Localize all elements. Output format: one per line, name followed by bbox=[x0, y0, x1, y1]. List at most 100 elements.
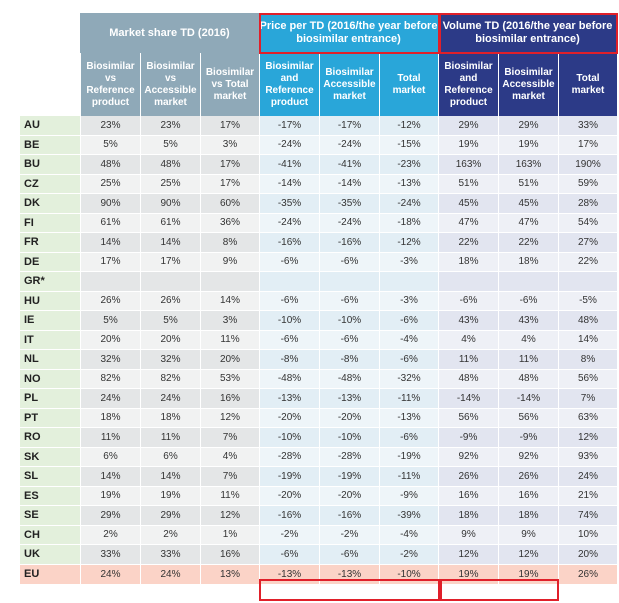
value-cell: -14% bbox=[259, 174, 319, 194]
table-row: HU 26% 26% 14% -6% -6% -3% -6% -6% -5% bbox=[20, 291, 617, 311]
value-cell: 2% bbox=[80, 525, 140, 545]
value-cell: 16% bbox=[200, 545, 259, 565]
value-cell: 7% bbox=[558, 389, 617, 409]
value-cell: 54% bbox=[558, 213, 617, 233]
value-cell: 24% bbox=[80, 564, 140, 585]
value-cell: 28% bbox=[558, 194, 617, 214]
value-cell bbox=[379, 272, 438, 292]
value-cell: -15% bbox=[379, 135, 438, 155]
country-label: IE bbox=[20, 311, 80, 331]
value-cell: 18% bbox=[498, 506, 558, 526]
value-cell: 60% bbox=[200, 194, 259, 214]
value-cell: 19% bbox=[140, 486, 200, 506]
country-label: GR* bbox=[20, 272, 80, 292]
value-cell bbox=[558, 272, 617, 292]
value-cell: 33% bbox=[558, 116, 617, 136]
value-cell: 11% bbox=[80, 428, 140, 448]
value-cell: 23% bbox=[80, 116, 140, 136]
value-cell bbox=[438, 272, 498, 292]
value-cell: 92% bbox=[498, 447, 558, 467]
value-cell: 56% bbox=[438, 408, 498, 428]
value-cell: -10% bbox=[259, 311, 319, 331]
value-cell: -6% bbox=[259, 330, 319, 350]
value-cell: 20% bbox=[80, 330, 140, 350]
country-label: NL bbox=[20, 350, 80, 370]
table-row: RO 11% 11% 7% -10% -10% -6% -9% -9% 12% bbox=[20, 428, 617, 448]
value-cell: 56% bbox=[558, 369, 617, 389]
value-cell bbox=[259, 272, 319, 292]
value-cell: 8% bbox=[558, 350, 617, 370]
value-cell: 74% bbox=[558, 506, 617, 526]
value-cell: 5% bbox=[140, 311, 200, 331]
value-cell: 93% bbox=[558, 447, 617, 467]
value-cell: -13% bbox=[319, 564, 379, 585]
value-cell: 18% bbox=[140, 408, 200, 428]
value-cell: 17% bbox=[200, 155, 259, 175]
value-cell: -28% bbox=[259, 447, 319, 467]
value-cell: -39% bbox=[379, 506, 438, 526]
country-label: IT bbox=[20, 330, 80, 350]
value-cell: 26% bbox=[498, 467, 558, 487]
value-cell: 47% bbox=[438, 213, 498, 233]
value-cell: 22% bbox=[558, 252, 617, 272]
col-header: Biosimilar and Reference product bbox=[438, 53, 498, 116]
value-cell: 29% bbox=[140, 506, 200, 526]
value-cell: -11% bbox=[379, 467, 438, 487]
value-cell: -16% bbox=[259, 233, 319, 253]
corner-cell bbox=[20, 13, 80, 53]
table-row: SK 6% 6% 4% -28% -28% -19% 92% 92% 93% bbox=[20, 447, 617, 467]
value-cell: -12% bbox=[379, 116, 438, 136]
country-label: SE bbox=[20, 506, 80, 526]
value-cell: -20% bbox=[259, 408, 319, 428]
value-cell: 5% bbox=[140, 135, 200, 155]
value-cell: 13% bbox=[200, 564, 259, 585]
value-cell: 33% bbox=[80, 545, 140, 565]
value-cell: -20% bbox=[319, 408, 379, 428]
table-row: IT 20% 20% 11% -6% -6% -4% 4% 4% 14% bbox=[20, 330, 617, 350]
value-cell: 32% bbox=[80, 350, 140, 370]
value-cell: 24% bbox=[140, 564, 200, 585]
value-cell: 22% bbox=[438, 233, 498, 253]
value-cell: 51% bbox=[438, 174, 498, 194]
value-cell: 82% bbox=[80, 369, 140, 389]
value-cell: -19% bbox=[259, 467, 319, 487]
biosimilar-market-table: Market share TD (2016) Price per TD (201… bbox=[20, 13, 617, 585]
value-cell: -10% bbox=[319, 311, 379, 331]
country-label: CZ bbox=[20, 174, 80, 194]
value-cell: 26% bbox=[438, 467, 498, 487]
country-label: ES bbox=[20, 486, 80, 506]
value-cell: -3% bbox=[379, 252, 438, 272]
value-cell bbox=[498, 272, 558, 292]
value-cell: 21% bbox=[558, 486, 617, 506]
group-header-market-share: Market share TD (2016) bbox=[80, 13, 259, 53]
value-cell: 12% bbox=[558, 428, 617, 448]
value-cell: -13% bbox=[259, 564, 319, 585]
value-cell: -32% bbox=[379, 369, 438, 389]
value-cell: 14% bbox=[140, 233, 200, 253]
value-cell: -10% bbox=[319, 428, 379, 448]
value-cell: -6% bbox=[438, 291, 498, 311]
value-cell: -6% bbox=[319, 545, 379, 565]
value-cell: 17% bbox=[558, 135, 617, 155]
value-cell: 12% bbox=[200, 506, 259, 526]
value-cell: 17% bbox=[80, 252, 140, 272]
col-header: Biosimilar vs Accessible market bbox=[140, 53, 200, 116]
table-row: DE 17% 17% 9% -6% -6% -3% 18% 18% 22% bbox=[20, 252, 617, 272]
value-cell: 16% bbox=[438, 486, 498, 506]
value-cell: -24% bbox=[319, 213, 379, 233]
value-cell: -35% bbox=[319, 194, 379, 214]
value-cell: 9% bbox=[498, 525, 558, 545]
table-row: DK 90% 90% 60% -35% -35% -24% 45% 45% 28% bbox=[20, 194, 617, 214]
table-row: SE 29% 29% 12% -16% -16% -39% 18% 18% 74% bbox=[20, 506, 617, 526]
value-cell: 19% bbox=[498, 564, 558, 585]
value-cell: 4% bbox=[200, 447, 259, 467]
col-header: Biosimilar vs Total market bbox=[200, 53, 259, 116]
value-cell: 10% bbox=[558, 525, 617, 545]
value-cell: 63% bbox=[558, 408, 617, 428]
value-cell: -18% bbox=[379, 213, 438, 233]
country-label: HU bbox=[20, 291, 80, 311]
value-cell: -13% bbox=[379, 174, 438, 194]
value-cell: 20% bbox=[558, 545, 617, 565]
value-cell: -2% bbox=[319, 525, 379, 545]
country-label: BE bbox=[20, 135, 80, 155]
